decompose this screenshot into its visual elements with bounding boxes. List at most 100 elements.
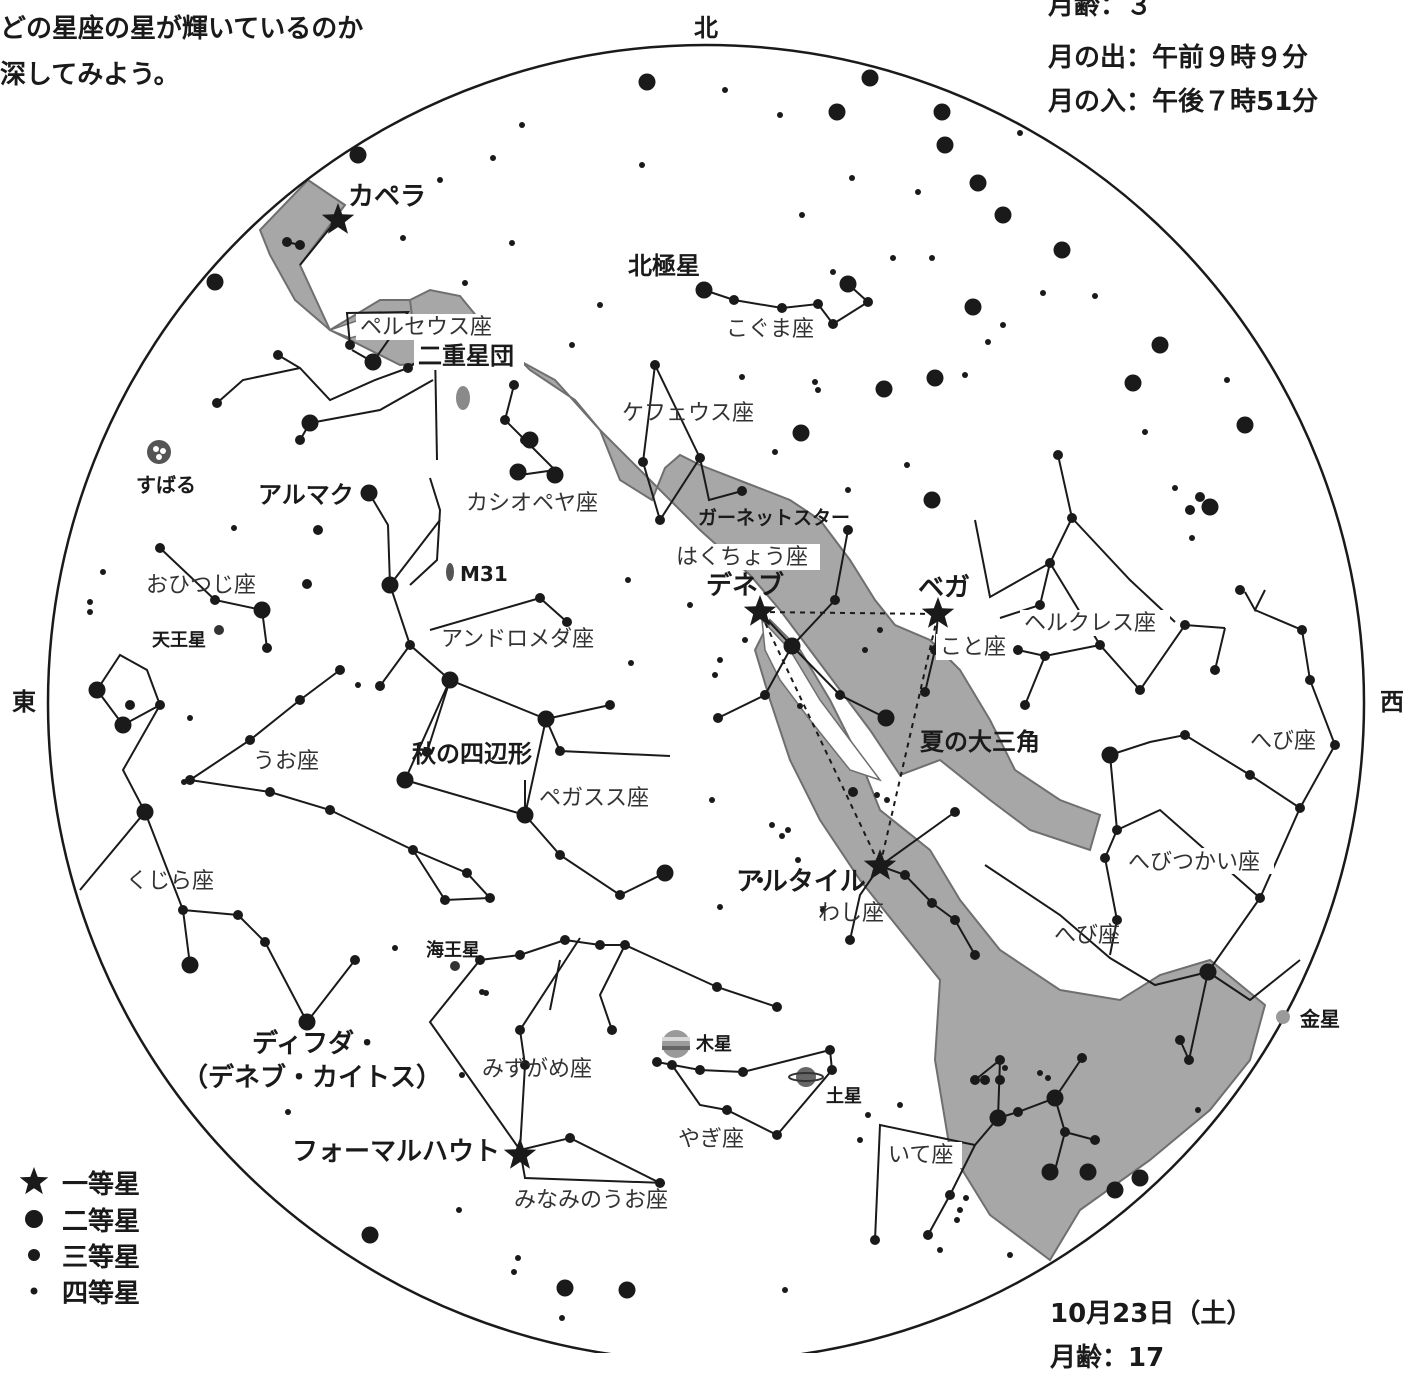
second-magnitude-star <box>1041 1163 1059 1181</box>
legend-label: 二等星 <box>62 1206 141 1237</box>
third-magnitude-star <box>1045 558 1055 568</box>
direction-west: 西 <box>1380 688 1404 716</box>
second-magnitude-star <box>969 174 987 192</box>
third-magnitude-star <box>125 700 135 710</box>
constellation-line <box>524 814 666 897</box>
third-magnitude-star <box>945 1190 955 1200</box>
third-magnitude-star <box>408 845 418 855</box>
second-magnitude-star <box>1079 1163 1097 1181</box>
fourth-magnitude-star <box>187 715 193 721</box>
label-piscis-austrinus: みなみのうお座 <box>514 1188 668 1213</box>
constellation-line <box>189 669 341 781</box>
third-magnitude-star <box>772 1130 782 1140</box>
third-magnitude-star <box>1235 585 1245 595</box>
second-magnitude-star <box>783 637 801 655</box>
third-magnitude-star <box>560 935 570 945</box>
third-magnitude-star <box>1112 825 1122 835</box>
second-magnitude-star <box>861 69 879 87</box>
fourth-magnitude-star <box>519 122 525 128</box>
label-saturn: 土星 <box>826 1086 862 1107</box>
m31-galaxy-icon <box>446 563 454 581</box>
constellation-line <box>309 379 434 424</box>
third-magnitude-star <box>1053 450 1063 460</box>
label-m31: M31 <box>460 562 508 586</box>
third-magnitude-star <box>923 1230 933 1240</box>
third-magnitude-star <box>155 543 165 553</box>
third-magnitude-star <box>562 617 572 627</box>
fourth-magnitude-star <box>915 189 921 195</box>
third-magnitude-star <box>927 898 937 908</box>
fourth-magnitude-star <box>509 240 515 246</box>
fourth-magnitude-star <box>1189 535 1195 541</box>
constellation-line <box>879 811 956 867</box>
constellation-line <box>927 1117 999 1236</box>
fourth-magnitude-star <box>904 462 910 468</box>
second-magnitude-star <box>923 491 941 509</box>
legend-row-second-magnitude: 二等星 <box>14 1201 140 1237</box>
second-magnitude-star <box>1199 963 1217 981</box>
constellation-line <box>121 704 191 966</box>
label-venus: 金星 <box>1299 1007 1340 1031</box>
third-magnitude-star <box>422 747 432 757</box>
third-magnitude-star <box>335 665 345 675</box>
fourth-magnitude-star <box>897 1102 903 1108</box>
label-aquarius: みずがめ座 <box>482 1057 592 1082</box>
fourth-magnitude-star <box>437 177 443 183</box>
third-magnitude-star <box>440 895 450 905</box>
third-magnitude-star <box>350 955 360 965</box>
third-magnitude-star <box>607 1025 617 1035</box>
constellation-line <box>1048 454 1101 646</box>
third-magnitude-star <box>712 982 722 992</box>
third-magnitude-star <box>1180 620 1190 630</box>
legend-row-first-magnitude: 一等星 <box>14 1164 140 1200</box>
second-magnitude-star <box>546 466 564 484</box>
fourth-magnitude-star <box>717 904 723 910</box>
second-magnitude-star <box>364 353 382 371</box>
fourth-magnitude-star <box>962 372 968 378</box>
third-magnitude-star <box>1297 625 1307 635</box>
star-shape-icon <box>19 1167 49 1195</box>
large-dot-icon <box>25 1210 43 1228</box>
legend-row-fourth-magnitude: 四等星 <box>14 1273 140 1309</box>
third-magnitude-star <box>1112 915 1122 925</box>
second-magnitude-star <box>537 710 555 728</box>
first-magnitude-star <box>743 595 777 626</box>
third-magnitude-star <box>210 595 220 605</box>
legend-label: 一等星 <box>62 1169 141 1200</box>
second-magnitude-star <box>1053 241 1071 259</box>
milky-way <box>258 178 1267 1262</box>
constellation-line <box>79 811 146 891</box>
fourth-magnitude-star <box>722 87 728 93</box>
fourth-magnitude-star <box>937 1247 943 1253</box>
third-magnitude-star <box>1195 492 1205 502</box>
constellation-line <box>1254 609 1337 809</box>
label-hercules: ヘルクレス座 <box>1024 611 1156 636</box>
label-serpens-west: へび座 <box>1250 729 1316 754</box>
constellation-line <box>999 562 1051 619</box>
third-magnitude-star <box>650 360 660 370</box>
fourth-magnitude-star <box>757 877 763 883</box>
fourth-magnitude-star <box>392 945 398 951</box>
third-magnitude-star <box>1255 893 1265 903</box>
fourth-magnitude-star <box>687 602 693 608</box>
second-magnitude-star <box>1151 336 1169 354</box>
fourth-magnitude-star <box>1172 485 1178 491</box>
constellation-line <box>874 1123 976 1241</box>
label-lyra: こと座 <box>940 635 1006 660</box>
label-almach: アルマク <box>258 481 354 509</box>
third-magnitude-star <box>212 398 222 408</box>
fourth-magnitude-star <box>1142 429 1148 435</box>
third-magnitude-star <box>555 746 565 756</box>
fourth-magnitude-star <box>462 280 468 286</box>
label-aquila: わし座 <box>818 901 884 926</box>
fourth-magnitude-star <box>795 857 801 863</box>
third-magnitude-star <box>515 950 525 960</box>
third-magnitude-star <box>825 1045 835 1055</box>
second-magnitude-star <box>964 298 982 316</box>
third-magnitude-star <box>1090 1135 1100 1145</box>
fourth-magnitude-star <box>100 569 106 575</box>
small-dot-icon <box>30 1287 38 1295</box>
second-magnitude-star <box>396 771 414 789</box>
second-magnitude-star <box>877 709 895 727</box>
